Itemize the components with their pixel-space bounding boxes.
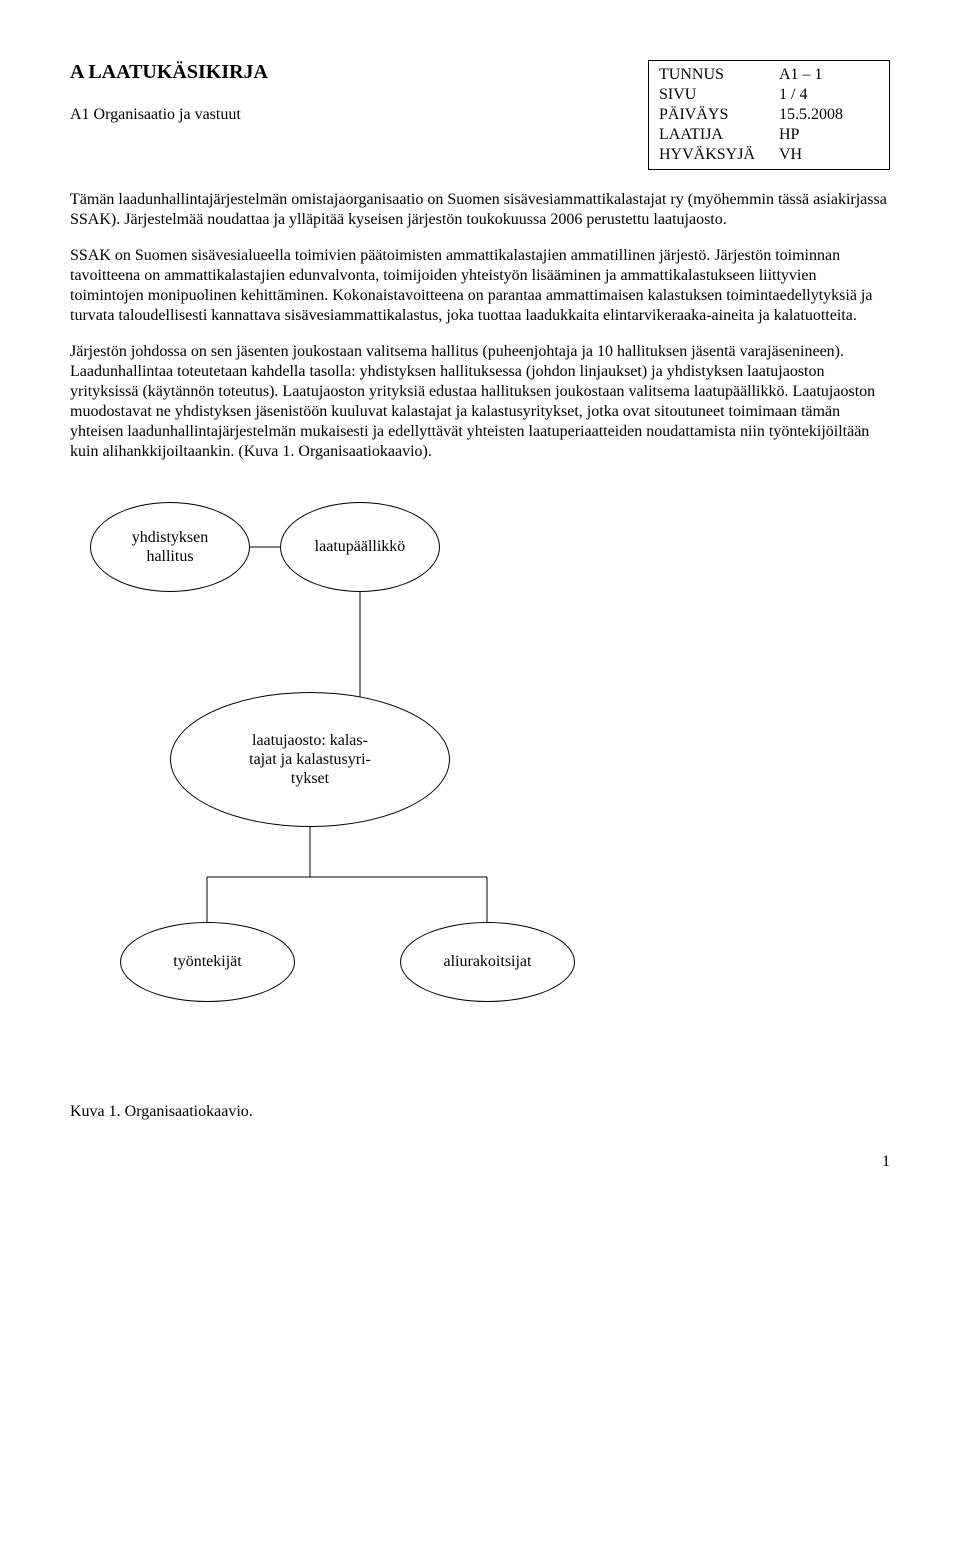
info-label: SIVU (659, 85, 779, 105)
info-row: PÄIVÄYS 15.5.2008 (659, 105, 879, 125)
diagram-node-paallikko: laatupäällikkö (280, 502, 440, 592)
info-row: TUNNUS A1 – 1 (659, 65, 879, 85)
diagram-node-aliurakoitsijat: aliurakoitsijat (400, 922, 575, 1002)
info-value: 15.5.2008 (779, 105, 843, 125)
body-paragraph: Järjestön johdossa on sen jäsenten jouko… (70, 342, 890, 462)
info-value: A1 – 1 (779, 65, 823, 85)
org-chart-diagram: yhdistyksenhallitus laatupäällikkö laatuja… (70, 482, 770, 1062)
figure-caption: Kuva 1. Organisaatiokaavio. (70, 1102, 890, 1122)
info-value: 1 / 4 (779, 85, 807, 105)
diagram-node-jaosto: laatujaosto: kalas-tajat ja kalastusyri-… (170, 692, 450, 827)
info-label: LAATIJA (659, 125, 779, 145)
info-row: SIVU 1 / 4 (659, 85, 879, 105)
info-value: VH (779, 145, 802, 165)
body-paragraph: SSAK on Suomen sisävesialueella toimivie… (70, 246, 890, 326)
info-row: LAATIJA HP (659, 125, 879, 145)
info-row: HYVÄKSYJÄ VH (659, 145, 879, 165)
left-header: A LAATUKÄSIKIRJA A1 Organisaatio ja vast… (70, 60, 648, 125)
document-title: A LAATUKÄSIKIRJA (70, 60, 648, 85)
diagram-node-hallitus: yhdistyksenhallitus (90, 502, 250, 592)
header-row: A LAATUKÄSIKIRJA A1 Organisaatio ja vast… (70, 60, 890, 170)
info-value: HP (779, 125, 799, 145)
info-label: HYVÄKSYJÄ (659, 145, 779, 165)
info-label: PÄIVÄYS (659, 105, 779, 125)
diagram-node-tyontekijat: työntekijät (120, 922, 295, 1002)
body-paragraph: Tämän laadunhallintajärjestelmän omistaj… (70, 190, 890, 230)
page-number: 1 (70, 1152, 890, 1172)
info-box: TUNNUS A1 – 1 SIVU 1 / 4 PÄIVÄYS 15.5.20… (648, 60, 890, 170)
document-subtitle: A1 Organisaatio ja vastuut (70, 105, 648, 125)
info-label: TUNNUS (659, 65, 779, 85)
